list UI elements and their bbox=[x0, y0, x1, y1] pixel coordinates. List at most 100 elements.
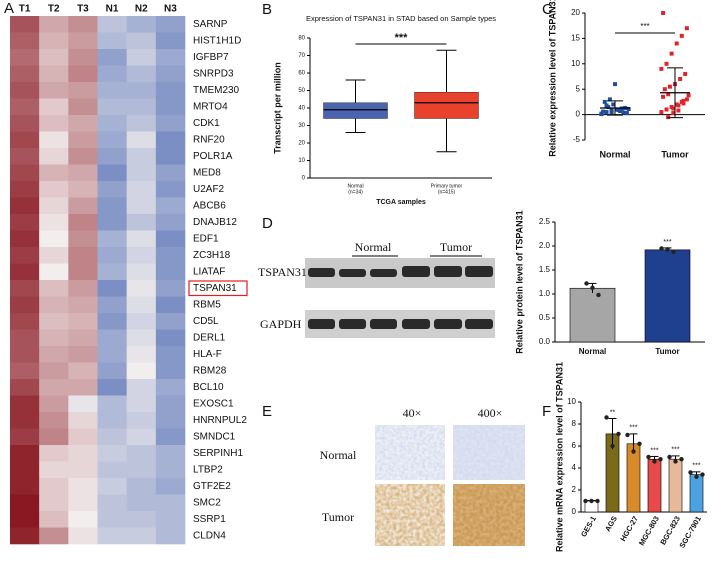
row-label: DERL1 bbox=[193, 332, 226, 343]
significance: *** bbox=[692, 463, 700, 470]
x-tick-label: Normal bbox=[347, 183, 363, 189]
row-label: LTBP2 bbox=[193, 464, 223, 475]
point bbox=[661, 11, 666, 15]
point bbox=[700, 472, 705, 477]
y-tick-label: 10 bbox=[567, 397, 576, 406]
heatmap-cell bbox=[97, 494, 127, 512]
heatmap-cell bbox=[155, 32, 186, 50]
y-tick-label: 40 bbox=[298, 106, 305, 112]
heatmap-cell bbox=[68, 461, 98, 479]
heatmap-cell bbox=[97, 197, 127, 215]
row-label: RNF20 bbox=[193, 134, 225, 145]
point bbox=[589, 498, 594, 504]
point bbox=[604, 415, 609, 420]
point bbox=[681, 101, 686, 106]
row-label: TMEM230 bbox=[193, 85, 240, 96]
heatmap-cell bbox=[97, 164, 127, 182]
y-axis-label: Transcript per million bbox=[272, 62, 282, 154]
column-label: N1 bbox=[106, 4, 119, 15]
heatmap-cell bbox=[97, 230, 127, 248]
heatmap-cell bbox=[10, 98, 40, 116]
heatmap-cell bbox=[10, 379, 40, 396]
x-tick-label: Tumor bbox=[655, 347, 679, 356]
heatmap-cell bbox=[97, 329, 127, 347]
point bbox=[681, 98, 686, 103]
y-tick-label: 8 bbox=[572, 419, 577, 428]
heatmap-cell bbox=[155, 164, 186, 182]
significance: *** bbox=[671, 447, 679, 454]
heatmap-cell bbox=[155, 313, 186, 330]
panel-label: F bbox=[542, 403, 551, 420]
heatmap-cell bbox=[10, 181, 40, 198]
heatmap-cell bbox=[126, 65, 157, 83]
row-label: GTF2E2 bbox=[193, 481, 231, 492]
y-tick-label: 20 bbox=[571, 8, 580, 17]
heatmap-cell bbox=[10, 263, 40, 281]
heatmap-cell bbox=[126, 362, 157, 380]
point bbox=[607, 97, 612, 102]
heatmap-cell bbox=[68, 445, 98, 462]
point bbox=[626, 107, 631, 112]
panel-label: E bbox=[262, 403, 272, 420]
heatmap-cell bbox=[155, 428, 186, 446]
heatmap-cell bbox=[126, 148, 157, 165]
ihc-image bbox=[453, 425, 525, 480]
heatmap-cell bbox=[155, 131, 186, 149]
magnification: 400× bbox=[478, 406, 503, 420]
panel-label: A bbox=[4, 0, 14, 17]
y-tick-label: 70 bbox=[298, 53, 305, 59]
heatmap-cell bbox=[10, 115, 40, 132]
heatmap-cell bbox=[126, 461, 157, 479]
row-label: MED8 bbox=[193, 167, 221, 178]
x-tick-sublabel: (n=415) bbox=[438, 189, 456, 195]
y-tick-label: 60 bbox=[298, 71, 305, 77]
heatmap-cell bbox=[39, 395, 69, 413]
heatmap-cell bbox=[126, 527, 157, 545]
heatmap-cell bbox=[68, 527, 98, 545]
y-tick-label: 0 bbox=[302, 176, 306, 182]
point bbox=[667, 84, 672, 89]
magnification: 40× bbox=[403, 406, 422, 420]
heatmap-cell bbox=[97, 214, 127, 231]
heatmap-cell bbox=[39, 197, 69, 215]
y-axis-label: Relative expression level of TSPAN31 bbox=[547, 0, 557, 157]
panel-label: C bbox=[542, 1, 553, 18]
heatmap-cell bbox=[68, 511, 98, 528]
heatmap-cell bbox=[68, 131, 98, 149]
heatmap-cell bbox=[155, 478, 186, 495]
point bbox=[662, 87, 667, 92]
protein-label: GAPDH bbox=[260, 317, 302, 331]
heatmap-cell bbox=[68, 379, 98, 396]
row-label: DNAJB12 bbox=[193, 217, 237, 228]
y-tick-label: 4 bbox=[572, 463, 577, 472]
point bbox=[599, 112, 604, 117]
y-tick-label: 10 bbox=[298, 158, 305, 164]
point bbox=[679, 457, 684, 462]
heatmap-cell bbox=[39, 346, 69, 363]
heatmap-cell bbox=[68, 197, 98, 215]
heatmap-cell bbox=[68, 296, 98, 314]
heatmap-cell bbox=[39, 362, 69, 380]
heatmap-cell bbox=[10, 16, 40, 33]
heatmap-cell bbox=[39, 115, 69, 132]
heatmap-cell bbox=[155, 263, 186, 281]
heatmap-cell bbox=[10, 82, 40, 99]
heatmap-cell bbox=[97, 65, 127, 83]
heatmap-cell bbox=[10, 49, 40, 66]
row-label: RBM28 bbox=[193, 365, 227, 376]
protein-label: TSPAN31 bbox=[258, 265, 307, 279]
heatmap-cell bbox=[126, 32, 157, 50]
heatmap-cell bbox=[126, 98, 157, 116]
point bbox=[661, 94, 666, 99]
point bbox=[673, 459, 678, 464]
point bbox=[666, 92, 671, 97]
heatmap-cell bbox=[39, 164, 69, 182]
point bbox=[621, 110, 626, 115]
heatmap-cell bbox=[97, 263, 127, 281]
heatmap-cell bbox=[97, 395, 127, 413]
y-tick-label: 1.0 bbox=[539, 289, 551, 298]
y-tick-label: 2.5 bbox=[539, 217, 551, 226]
heatmap-cell bbox=[68, 82, 98, 99]
heatmap-cell bbox=[126, 494, 157, 512]
heatmap-cell bbox=[10, 214, 40, 231]
